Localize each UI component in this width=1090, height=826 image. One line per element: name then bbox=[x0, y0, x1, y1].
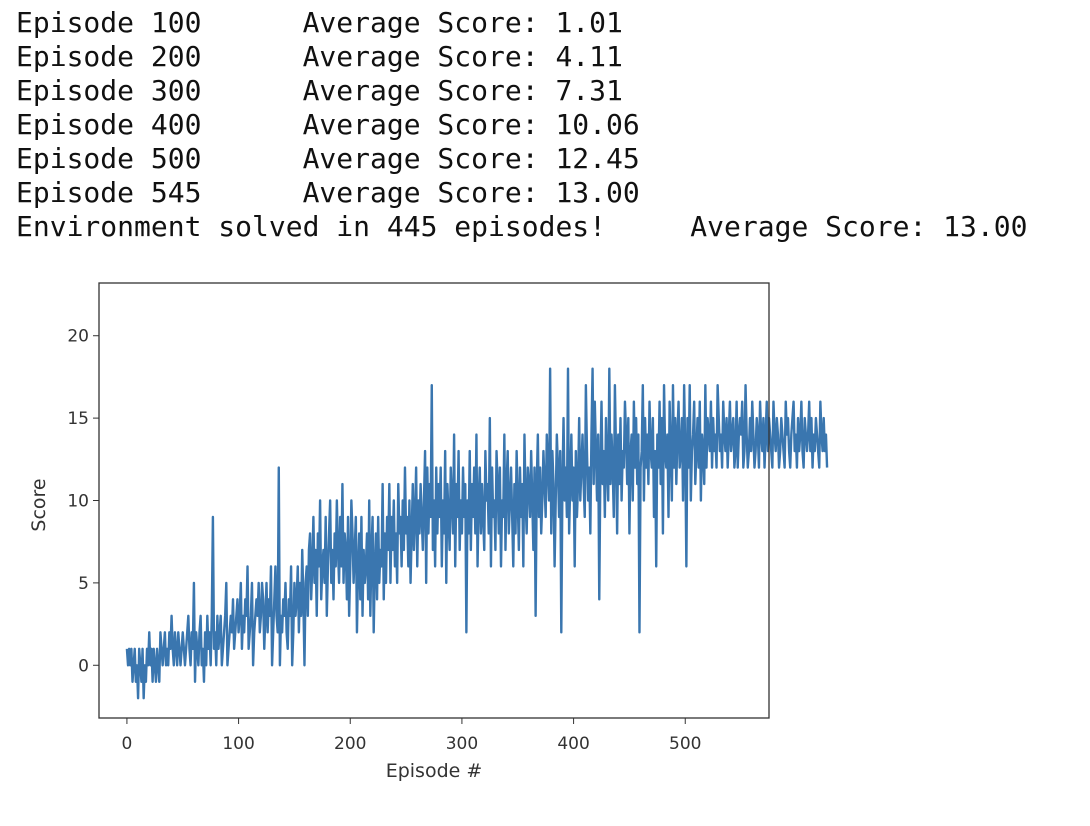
x-tick-label: 400 bbox=[557, 734, 589, 754]
y-tick-label: 0 bbox=[78, 656, 89, 676]
y-axis-label: Score bbox=[28, 478, 50, 531]
console-line: Episode 500 Average Score: 12.45 bbox=[16, 142, 640, 175]
console-line: Episode 200 Average Score: 4.11 bbox=[16, 40, 623, 73]
console-output: Episode 100 Average Score: 1.01 Episode … bbox=[16, 6, 1027, 244]
console-line: Episode 100 Average Score: 1.01 bbox=[16, 6, 623, 39]
y-tick-label: 5 bbox=[78, 574, 89, 594]
y-tick-label: 20 bbox=[67, 327, 89, 347]
x-axis-label: Episode # bbox=[386, 760, 483, 782]
plot-frame bbox=[98, 282, 770, 719]
x-tick-label: 200 bbox=[334, 734, 366, 754]
console-line: Environment solved in 445 episodes! Aver… bbox=[16, 210, 1028, 243]
x-tick-label: 100 bbox=[222, 734, 254, 754]
y-axis-ticks: 0 5 10 15 20 bbox=[67, 327, 99, 676]
x-axis-ticks: 0 100 200 300 400 500 bbox=[122, 718, 701, 754]
x-tick-label: 300 bbox=[446, 734, 478, 754]
console-line: Episode 400 Average Score: 10.06 bbox=[16, 108, 640, 141]
y-tick-label: 10 bbox=[67, 492, 89, 512]
x-tick-label: 500 bbox=[669, 734, 701, 754]
console-line: Episode 545 Average Score: 13.00 bbox=[16, 176, 640, 209]
y-tick-label: 15 bbox=[67, 409, 89, 429]
x-tick-label: 0 bbox=[122, 734, 133, 754]
console-line: Episode 300 Average Score: 7.31 bbox=[16, 74, 623, 107]
score-series-line bbox=[125, 367, 829, 700]
